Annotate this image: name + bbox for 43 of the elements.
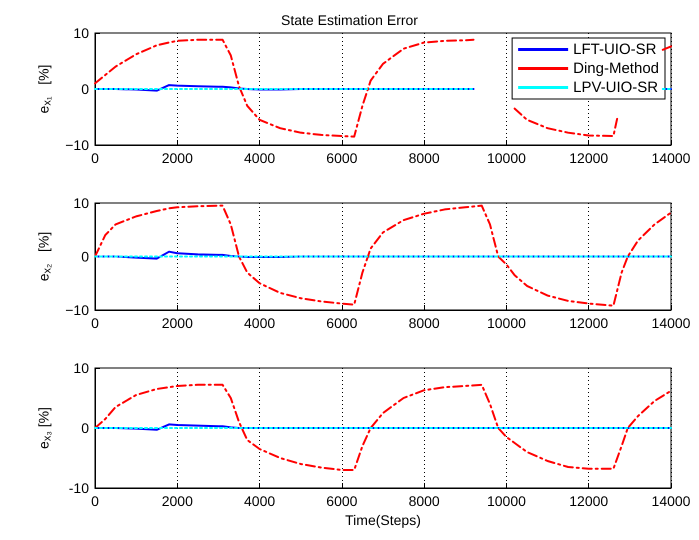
x-tick-label: 2000	[162, 315, 194, 331]
y-axis-title: ex₃ [%]	[36, 407, 54, 449]
x-tick-label: 6000	[326, 493, 358, 509]
x-tick-label: 14000	[652, 150, 691, 166]
x-tick-label: 10000	[486, 315, 526, 331]
y-tick-label: -10	[68, 480, 90, 496]
x-tick-label: 0	[91, 150, 100, 166]
x-tick-label: 2000	[162, 150, 194, 166]
x-tick-label: 6000	[326, 315, 358, 331]
x-tick-label: 4000	[244, 150, 276, 166]
y-tick-label: 10	[73, 360, 90, 376]
x-tick-label: 14000	[652, 493, 691, 509]
x-tick-label: 12000	[569, 315, 608, 331]
legend-label: LFT-UIO-SR	[573, 41, 657, 58]
y-tick-label: −10	[65, 137, 90, 153]
x-axis-title: Time(Steps)	[345, 512, 421, 528]
x-tick-label: 10000	[486, 150, 526, 166]
line-series	[94, 384, 672, 471]
line-series	[94, 204, 672, 307]
y-tick-label: 0	[81, 420, 90, 436]
legend-label: LPV-UIO-SR	[573, 79, 658, 96]
chart-title: State Estimation Error	[281, 12, 418, 28]
y-axis-title: ex₂ [%]	[36, 232, 54, 282]
x-tick-label: 4000	[244, 315, 276, 331]
y-tick-label: 10	[73, 25, 90, 41]
y-tick-label: 0	[81, 248, 90, 264]
x-tick-label: 6000	[326, 150, 358, 166]
legend-label: Ding-Method	[573, 60, 660, 77]
y-tick-label: −10	[65, 302, 90, 318]
x-tick-label: 0	[91, 493, 100, 509]
y-tick-label: 10	[73, 195, 90, 211]
x-tick-label: 14000	[652, 315, 691, 331]
x-tick-label: 10000	[486, 493, 526, 509]
x-tick-label: 8000	[408, 493, 440, 509]
x-tick-label: 12000	[569, 493, 608, 509]
x-tick-label: 12000	[569, 150, 608, 166]
x-tick-label: 8000	[408, 315, 440, 331]
x-tick-label: 0	[91, 315, 100, 331]
y-axis-title: ex₁ [%]	[36, 64, 54, 114]
y-tick-label: 0	[81, 81, 90, 97]
x-tick-label: 4000	[244, 493, 276, 509]
x-tick-label: 8000	[408, 150, 440, 166]
x-tick-label: 2000	[162, 493, 194, 509]
